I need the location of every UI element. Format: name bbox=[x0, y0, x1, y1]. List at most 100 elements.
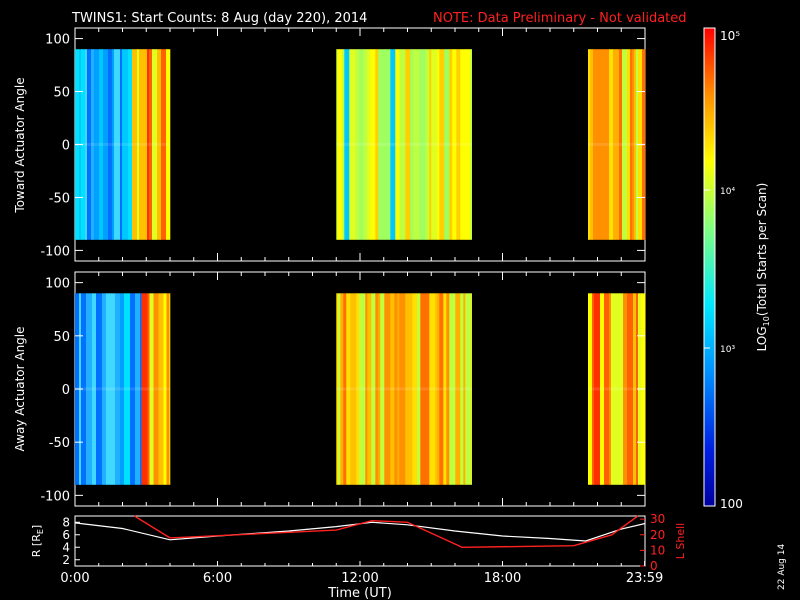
heatmap-column bbox=[85, 49, 88, 240]
heatmap-column bbox=[397, 293, 400, 485]
panel-toward-heatmap bbox=[75, 49, 646, 240]
colorbar-gradient bbox=[703, 27, 716, 507]
heatmap-column bbox=[81, 49, 86, 240]
heatmap-column bbox=[96, 293, 103, 485]
heatmap-column bbox=[439, 49, 445, 240]
xtick-label: 23:59 bbox=[626, 571, 663, 586]
heatmap-column bbox=[588, 49, 591, 240]
heatmap-column bbox=[92, 293, 97, 485]
heatmap-column bbox=[153, 293, 159, 485]
heatmap-column bbox=[149, 49, 153, 240]
ytick-label-left: 8 bbox=[62, 515, 70, 529]
heatmap-column bbox=[446, 293, 450, 485]
heatmap-column bbox=[394, 293, 398, 485]
heatmap-column bbox=[417, 293, 421, 485]
heatmap-column bbox=[449, 293, 456, 485]
l-shell-line bbox=[134, 515, 639, 549]
heatmap-column bbox=[346, 293, 351, 485]
panel-toward: 100 50 0 -50 -100 Toward Actuator Angle bbox=[13, 27, 646, 262]
panel-toward-ylabel: Toward Actuator Angle bbox=[13, 77, 27, 213]
heatmap-column bbox=[343, 293, 347, 485]
heatmap-column bbox=[384, 293, 391, 485]
heatmap-column bbox=[349, 49, 356, 240]
heatmap-column bbox=[402, 49, 406, 240]
heatmap-column bbox=[122, 49, 129, 240]
colorbar: 10⁵ 10⁴ 10³ 100 LOG10(Total Starts per S… bbox=[703, 27, 771, 511]
heatmap-column bbox=[609, 49, 614, 240]
zero-angle-band bbox=[75, 142, 132, 146]
heatmap-column bbox=[344, 49, 350, 240]
heatmap-column bbox=[166, 293, 170, 485]
heatmap-column bbox=[163, 293, 167, 485]
heatmap-column bbox=[378, 49, 385, 240]
heatmap-column bbox=[149, 293, 154, 485]
heatmap-column bbox=[633, 293, 637, 485]
heatmap-column bbox=[371, 293, 376, 485]
heatmap-column bbox=[632, 49, 635, 240]
heatmap-column bbox=[135, 293, 141, 485]
heatmap-column bbox=[141, 293, 148, 485]
heatmap-column bbox=[465, 293, 472, 485]
heatmap-column bbox=[342, 49, 345, 240]
heatmap-column bbox=[439, 293, 444, 485]
heatmap-column bbox=[143, 49, 148, 240]
panel-away-ylabel: Away Actuator Angle bbox=[13, 326, 27, 451]
heatmap-column bbox=[425, 49, 430, 240]
xtick-label: 6:00 bbox=[203, 571, 232, 586]
ytick-label-right: 10 bbox=[650, 543, 665, 557]
heatmap-column bbox=[147, 49, 150, 240]
panel-away: 100 50 0 -50 -100 Away Actuator Angle bbox=[13, 271, 646, 507]
heatmap-column bbox=[460, 49, 467, 240]
heatmap-column bbox=[363, 49, 368, 240]
ytick-label-right: 20 bbox=[650, 528, 665, 542]
ytick-label: 100 bbox=[45, 277, 70, 292]
heatmap-column bbox=[426, 293, 430, 485]
zero-angle-band bbox=[141, 387, 170, 391]
heatmap-column bbox=[619, 49, 623, 240]
heatmap-column bbox=[359, 49, 364, 240]
heatmap-column bbox=[466, 49, 471, 240]
heatmap-column bbox=[169, 293, 171, 485]
ytick-label-right: 30 bbox=[650, 512, 665, 526]
heatmap-column bbox=[390, 293, 395, 485]
heatmap-column bbox=[340, 293, 344, 485]
heatmap-column bbox=[336, 49, 339, 240]
heatmap-column bbox=[112, 49, 115, 240]
heatmap-column bbox=[399, 49, 403, 240]
heatmap-column bbox=[463, 293, 466, 485]
heatmap-column bbox=[355, 49, 360, 240]
ytick-label-left: 4 bbox=[62, 540, 70, 554]
heatmap-column bbox=[429, 293, 436, 485]
heatmap-column bbox=[627, 49, 631, 240]
heatmap-column bbox=[157, 49, 162, 240]
ytick-label: 50 bbox=[53, 86, 70, 101]
heatmap-column bbox=[455, 293, 461, 485]
heatmap-column bbox=[147, 293, 150, 485]
heatmap-column bbox=[611, 293, 615, 485]
heatmap-column bbox=[87, 49, 92, 240]
heatmap-column bbox=[420, 293, 427, 485]
heatmap-column bbox=[605, 49, 610, 240]
heatmap-column bbox=[120, 293, 125, 485]
heatmap-column bbox=[359, 293, 366, 485]
panel-toward-yticks: 100 50 0 -50 -100 bbox=[40, 28, 646, 261]
zero-angle-band bbox=[75, 387, 142, 391]
heatmap-column bbox=[598, 49, 601, 240]
heatmap-column bbox=[399, 293, 406, 485]
heatmap-column bbox=[622, 49, 628, 240]
heatmap-column bbox=[128, 49, 133, 240]
colorbar-tick-1e3: 10³ bbox=[720, 345, 735, 355]
heatmap-column bbox=[350, 293, 357, 485]
heatmap-column bbox=[444, 49, 450, 240]
radial-distance-line bbox=[74, 521, 646, 542]
heatmap-column bbox=[437, 293, 440, 485]
heatmap-column bbox=[409, 293, 413, 485]
heatmap-column bbox=[120, 49, 123, 240]
l-shell-ylabel: L Shell bbox=[674, 523, 687, 559]
colorbar-tick-max: 10⁵ bbox=[720, 29, 740, 43]
xtick-label: 0:00 bbox=[60, 571, 89, 586]
heatmap-column bbox=[421, 49, 426, 240]
ytick-label: -50 bbox=[49, 436, 70, 451]
heatmap-column bbox=[166, 49, 171, 240]
ytick-label-left: 2 bbox=[62, 553, 70, 567]
